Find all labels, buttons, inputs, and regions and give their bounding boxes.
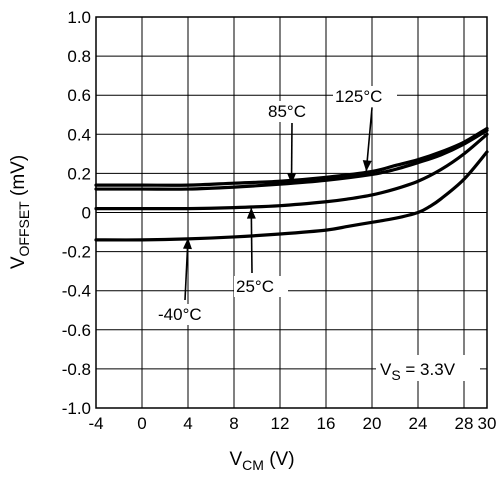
x-tick-label: 8 — [229, 414, 238, 433]
plot-frame — [95, 16, 488, 409]
y-tick-label: 1.0 — [67, 8, 91, 27]
y-tick-label: -0.2 — [62, 243, 91, 262]
annotation-label-bg — [234, 276, 288, 297]
x-tick-label: 0 — [137, 414, 146, 433]
annotation-label: 25°C — [236, 277, 274, 296]
y-tick-label: 0.2 — [67, 164, 91, 183]
condition-label: VS = 3.3V — [380, 360, 456, 383]
annotation-label-bg — [266, 101, 320, 122]
y-tick-label: -1.0 — [62, 399, 91, 418]
tick-labels: -4 0 4 8 12 16 20 24 28 30 1.0 0.8 0.6 0.4 0.2 0 -0.2 -0.… — [62, 8, 497, 433]
annotation-arrow-head — [287, 173, 297, 185]
x-axis-title: VCM (V) — [229, 449, 294, 473]
y-tick-label: -0.8 — [62, 360, 91, 379]
condition-v: V — [380, 360, 392, 379]
y-axis-title-unit: (mV) — [8, 155, 29, 201]
x-axis-title-main: V — [229, 449, 242, 470]
annotation-arrow-head — [246, 207, 256, 219]
grid — [95, 16, 488, 409]
series-line-2 — [94, 132, 489, 211]
x-tick-label: 24 — [409, 414, 428, 433]
series-line-3 — [94, 150, 489, 242]
annotation-arrow-head — [362, 160, 372, 172]
annotations: 125°C 85°C 25°C -40°C — [156, 86, 397, 325]
x-axis-title-unit: (V) — [264, 449, 295, 470]
y-tick-label: -0.4 — [62, 282, 91, 301]
condition-bg — [376, 355, 480, 381]
annotation-label-bg — [156, 304, 214, 325]
condition-sub: S — [391, 367, 400, 383]
annotation-arrow-head — [182, 237, 192, 250]
x-tick-label: 4 — [183, 414, 192, 433]
curves — [94, 126, 489, 242]
annotation-label: 125°C — [335, 87, 382, 106]
y-tick-label: 0.6 — [67, 86, 91, 105]
y-axis-title-sub: OFFSET — [16, 201, 32, 257]
x-tick-label: 16 — [317, 414, 336, 433]
x-tick-label: 28 — [455, 414, 474, 433]
y-tick-label: -0.6 — [62, 321, 91, 340]
x-tick-label: -4 — [88, 414, 103, 433]
y-tick-label: 0.8 — [67, 47, 91, 66]
y-axis-title-main: V — [8, 256, 29, 269]
annotation-label-bg — [333, 86, 397, 107]
annotation-label: -40°C — [158, 305, 202, 324]
x-tick-label: 20 — [363, 414, 382, 433]
y-tick-label: 0 — [82, 204, 91, 223]
y-axis-title: VOFFSET (mV) — [8, 155, 32, 269]
x-axis-title-sub: CM — [242, 457, 264, 473]
annotation-label: 85°C — [268, 102, 306, 121]
condition-value: = 3.3V — [401, 360, 456, 379]
series-line-0 — [94, 126, 489, 187]
x-tick-label: 12 — [271, 414, 290, 433]
series-line-1 — [94, 128, 489, 191]
x-tick-label: 30 — [478, 414, 497, 433]
y-tick-label: 0.4 — [67, 125, 91, 144]
